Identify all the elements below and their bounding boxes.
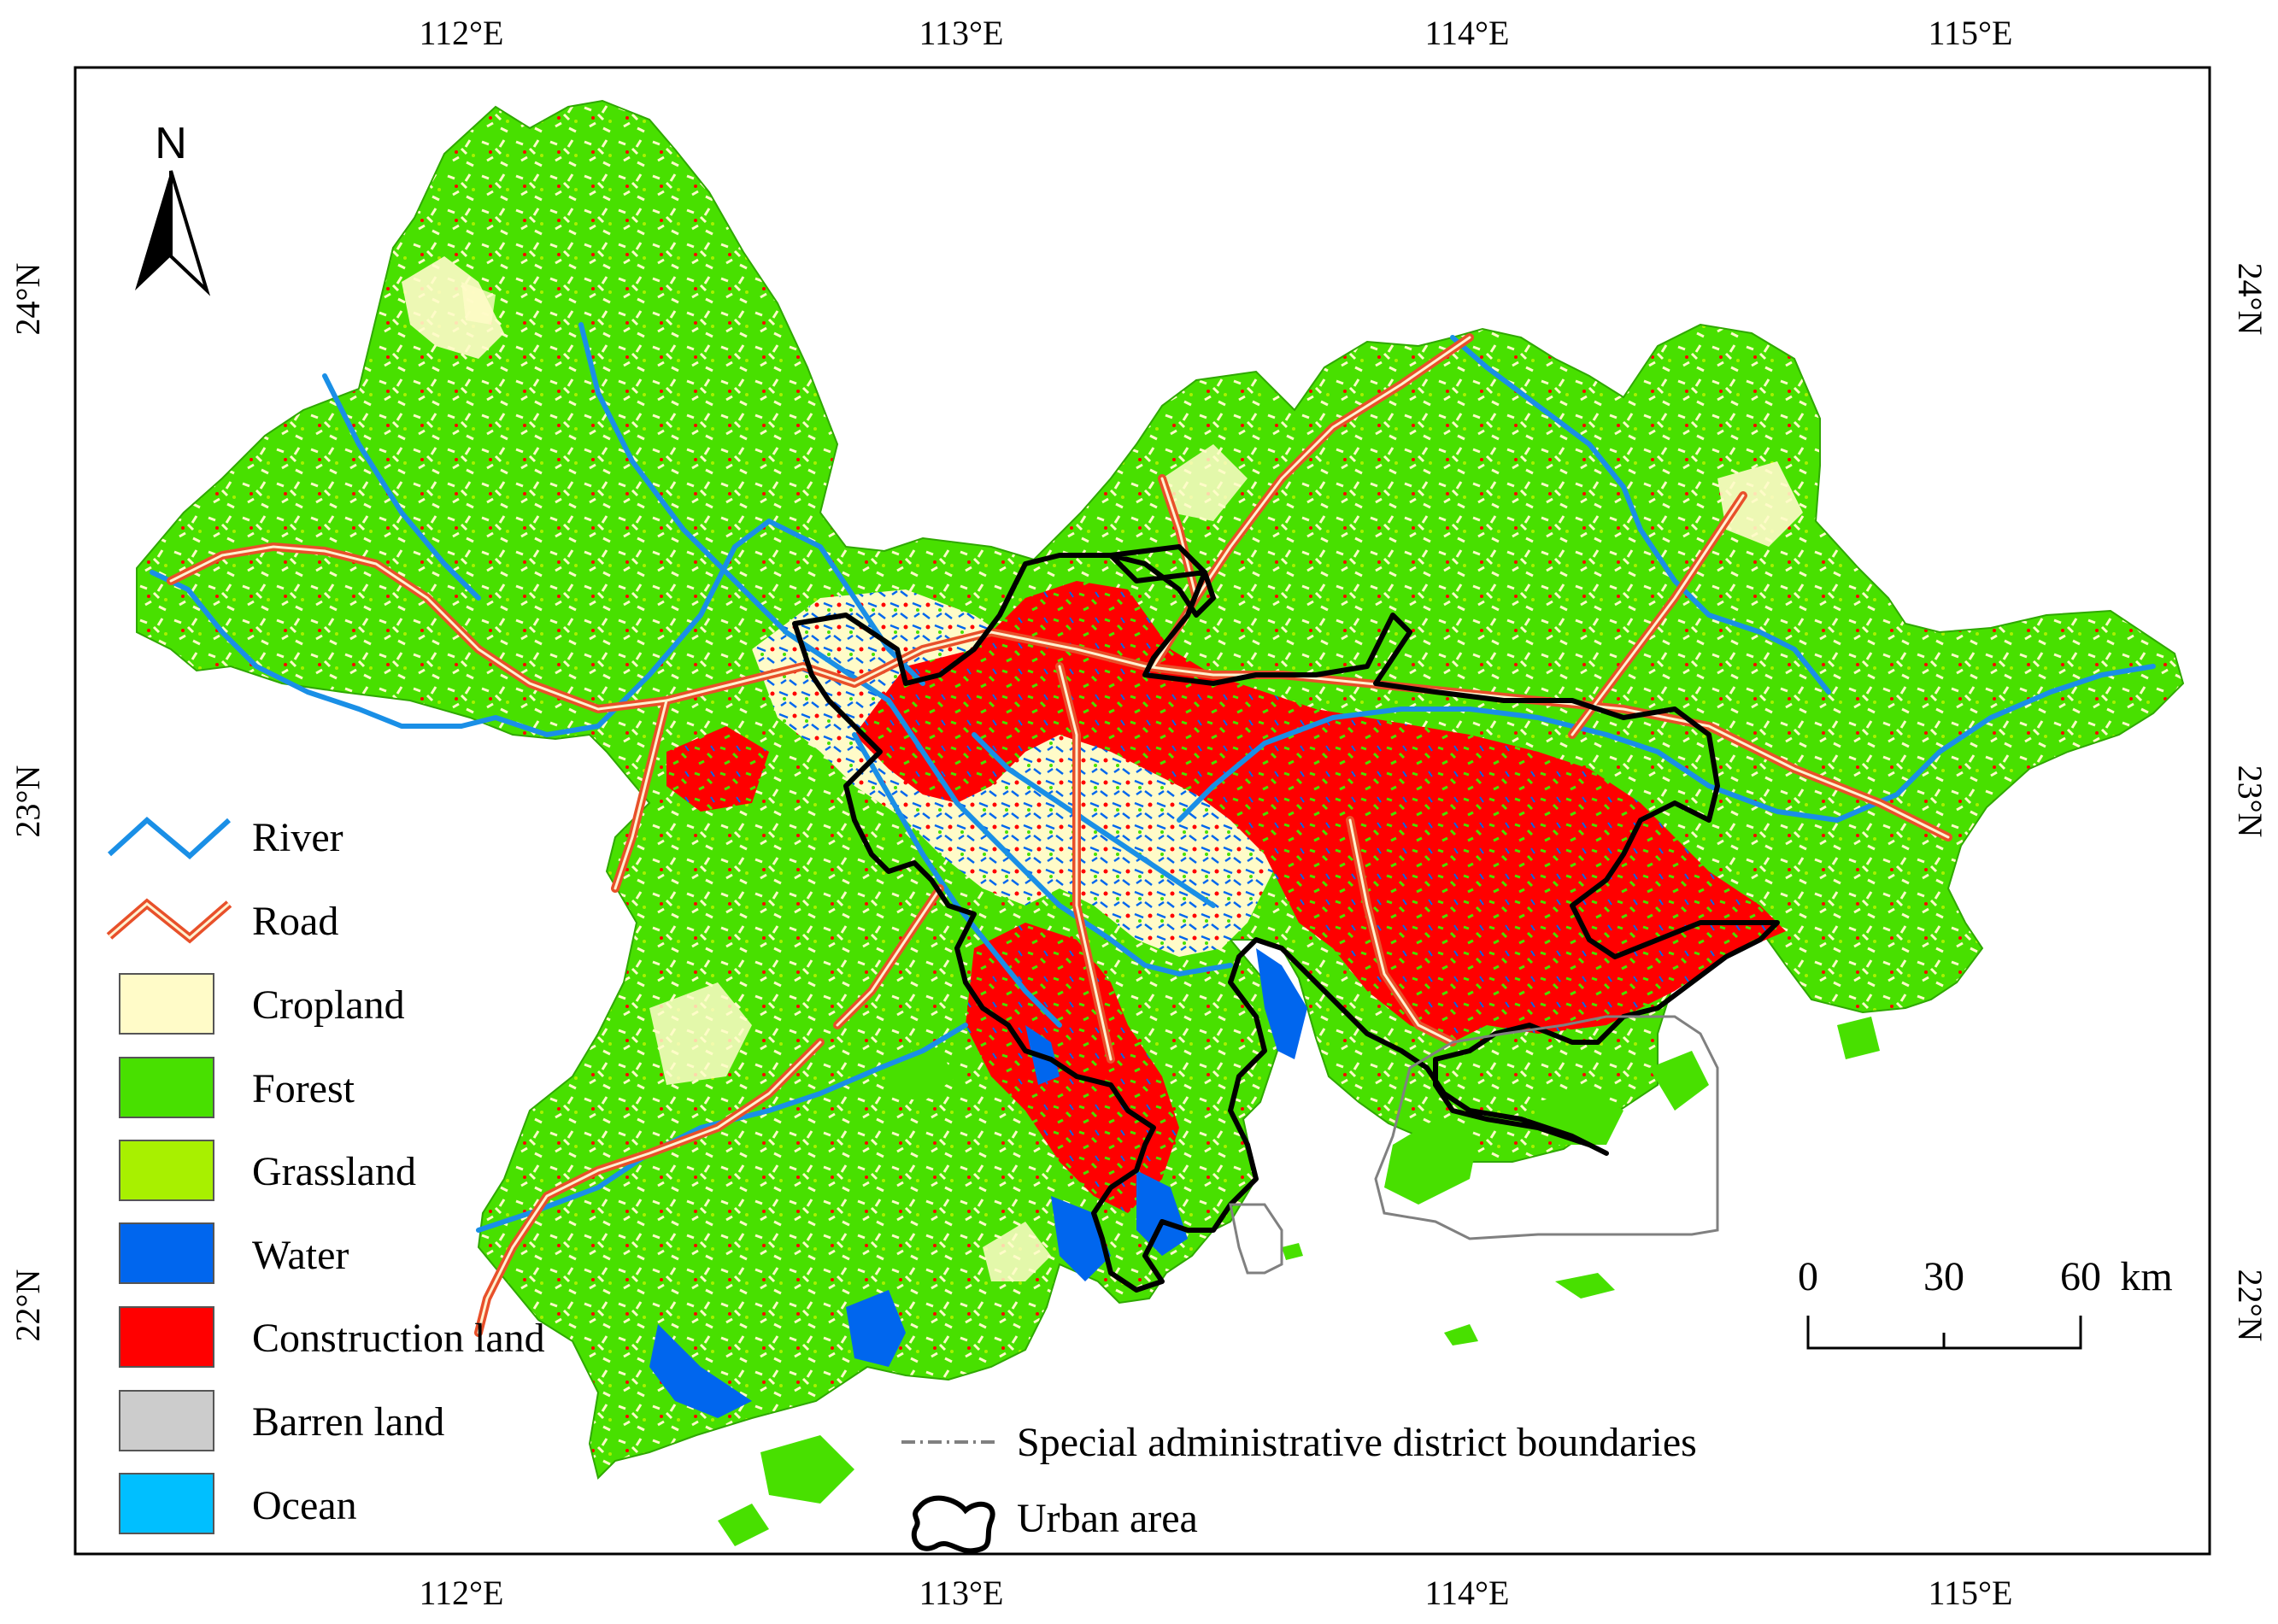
legend-cropland-swatch [119,973,214,1035]
bottom-tick-label: 115°E [1929,1574,2013,1612]
hong-kong-boundary [1374,1015,1719,1240]
north-label: N [155,119,187,168]
top-tick-label: 112°E [420,14,504,52]
urban-area-outline [792,544,1780,1293]
left-tick-label: 22°N [9,1269,47,1342]
river-east [1177,664,2156,823]
left-ticks: 24°N 23°N 22°N [9,263,47,1342]
legend-water-swatch [119,1222,214,1284]
legend-urban-symbol [911,1495,995,1554]
scale-label-60: 60 [2060,1254,2101,1299]
legend-label: Forest [252,1066,355,1111]
legend-label: Special administrative district boundari… [1017,1420,1697,1465]
legend-label: Water [252,1233,349,1278]
legend-label: Ocean [252,1483,357,1528]
bottom-tick-label: 112°E [420,1574,504,1612]
legend-label: Urban area [1017,1496,1198,1541]
legend-label: Grassland [252,1149,416,1194]
right-ticks: 24°N 23°N 22°N [2231,263,2269,1342]
rivers [150,322,2156,1233]
scale-unit: km [2120,1254,2172,1299]
legend-ocean-swatch [119,1473,214,1534]
legend-grassland-swatch [119,1140,214,1201]
macau-boundary [1229,1203,1283,1275]
sar-boundaries [1229,1015,1719,1275]
scale-label-0: 0 [1798,1254,1818,1299]
river-delta-2 [852,732,1062,1028]
land-cover [136,99,2185,1546]
river-northeast [1450,335,1831,695]
legend-construction-swatch [119,1306,214,1368]
river-north [578,322,891,703]
bottom-ticks: 112°E 113°E 114°E 115°E [420,1574,2013,1612]
legend-river-symbol [107,817,232,859]
left-tick-label: 23°N [9,765,47,838]
river-nw-2 [322,373,481,601]
scale-label-30: 30 [1923,1254,1964,1299]
top-ticks: 112°E 113°E 114°E 115°E [420,14,2013,52]
top-tick-label: 113°E [919,14,1004,52]
legend-label: Cropland [252,982,405,1028]
top-tick-label: 114°E [1425,14,1510,52]
bottom-tick-label: 114°E [1425,1574,1510,1612]
legend-label: Barren land [252,1399,444,1445]
right-tick-label: 23°N [2231,765,2269,838]
legend: River Road Cropland Forest Grassland Wat… [106,815,1697,1554]
north-arrow-icon [135,171,171,290]
left-tick-label: 24°N [9,263,47,336]
north-arrow: N [135,119,211,296]
legend-label: River [252,815,343,860]
legend-label: Construction land [252,1316,545,1361]
river-delta-main [886,698,1233,976]
right-tick-label: 24°N [2231,263,2269,336]
legend-label: Road [252,899,338,944]
river-delta-3 [972,732,1216,908]
scale-bar: 0 30 60 km [1798,1254,2173,1350]
legend-barren-swatch [119,1390,214,1451]
construction-core [854,581,1786,1042]
bottom-tick-label: 113°E [919,1574,1004,1612]
legend-forest-swatch [119,1057,214,1118]
river-west [150,519,925,737]
top-tick-label: 115°E [1929,14,2013,52]
right-tick-label: 22°N [2231,1269,2269,1342]
